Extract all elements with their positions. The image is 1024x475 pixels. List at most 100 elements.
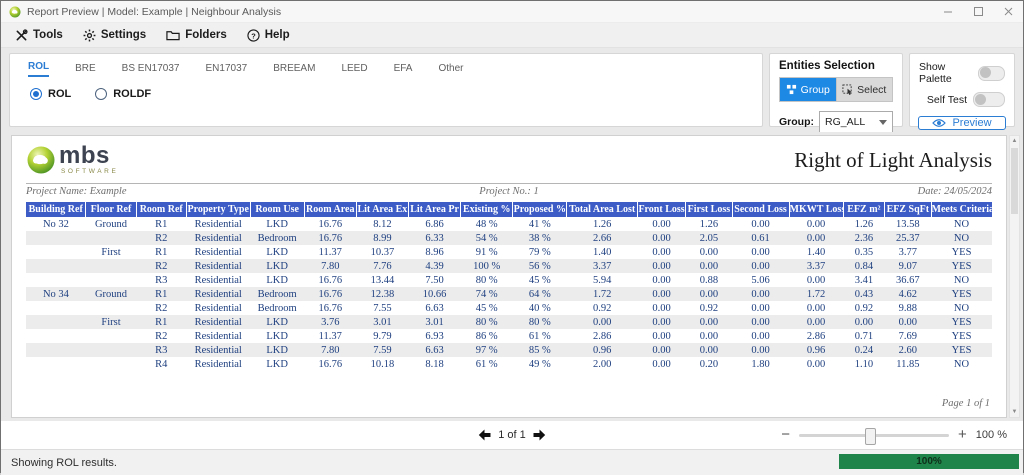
column-header: EFZ m² bbox=[842, 202, 885, 217]
radio-rol-label: ROL bbox=[48, 88, 72, 100]
table-cell: Residential bbox=[194, 302, 242, 314]
table-cell: 0.00 bbox=[637, 343, 686, 357]
table-cell: LKD bbox=[266, 330, 288, 342]
table-cell: 8.99 bbox=[356, 231, 409, 245]
radio-rol[interactable]: ROL bbox=[30, 88, 71, 100]
tab-bs-en17037[interactable]: BS EN17037 bbox=[121, 63, 180, 74]
table-cell: 4.62 bbox=[884, 287, 932, 301]
table-cell: 6.63 bbox=[408, 343, 461, 357]
group-button-label: Group bbox=[800, 83, 830, 96]
tab-breeam[interactable]: BREEAM bbox=[273, 63, 316, 74]
self-test-toggle[interactable] bbox=[973, 92, 1005, 107]
zoom-in-button[interactable]: + bbox=[958, 426, 967, 443]
progress-bar: 100% bbox=[839, 454, 1019, 469]
menu-folders[interactable]: Folders bbox=[166, 29, 227, 41]
table-cell: 2.86 bbox=[806, 330, 826, 342]
radio-roldf[interactable]: ROLDF bbox=[95, 88, 151, 100]
tab-en17037[interactable]: EN17037 bbox=[205, 63, 248, 74]
menu-bar: Tools Settings Folders ? bbox=[1, 23, 1023, 48]
table-cell bbox=[86, 273, 136, 287]
window-title: Report Preview | Model: Example | Neighb… bbox=[27, 5, 282, 18]
previous-page-icon[interactable] bbox=[478, 429, 491, 441]
tab-bre[interactable]: BRE bbox=[75, 63, 96, 74]
table-cell: 7.55 bbox=[373, 302, 392, 314]
tools-icon bbox=[16, 28, 28, 40]
table-cell: 7.69 bbox=[898, 330, 918, 342]
column-header: MKWT Loss bbox=[788, 202, 844, 217]
table-row: R2 Residential LKD 11.37 9.79 6.93 86 % 61 % 2.8… bbox=[26, 329, 992, 343]
table-cell: 13.58 bbox=[896, 218, 920, 230]
table-cell: 0.00 bbox=[652, 358, 671, 370]
zoom-slider[interactable] bbox=[799, 427, 950, 445]
radio-unselected-icon bbox=[95, 88, 108, 100]
scroll-up-icon[interactable]: ▲ bbox=[1011, 138, 1018, 144]
scroll-down-icon[interactable]: ▼ bbox=[1011, 409, 1018, 415]
logo-text: mbs bbox=[59, 142, 110, 169]
table-cell: Residential bbox=[186, 259, 251, 273]
table-cell: 36.67 bbox=[896, 274, 920, 286]
title-bar: Report Preview | Model: Example | Neighb… bbox=[1, 1, 1023, 23]
table-cell: First bbox=[85, 315, 137, 329]
table-cell: NO bbox=[953, 302, 970, 314]
column-header: Floor Ref bbox=[85, 202, 137, 217]
table-cell bbox=[26, 329, 86, 343]
minimize-button[interactable] bbox=[933, 1, 963, 22]
table-cell: YES bbox=[951, 330, 972, 342]
table-cell: LKD bbox=[250, 259, 305, 273]
toggle-knob bbox=[975, 93, 986, 105]
table-cell: 0.96 bbox=[789, 343, 844, 357]
table-header-row: Building Ref Floor Ref Room Ref Property Ty… bbox=[26, 202, 992, 217]
report-header: mbs SOFTWARE Right of Light Analysis bbox=[26, 142, 992, 175]
table-cell bbox=[86, 357, 136, 371]
table-cell: 2.00 bbox=[592, 358, 612, 370]
report-type-card: ROL BRE BS EN17037 EN17037 BREEAM LEED E… bbox=[9, 53, 763, 127]
group-button[interactable]: Group bbox=[780, 78, 836, 101]
table-cell: 1.26 bbox=[699, 218, 719, 230]
table-cell: 48 % bbox=[475, 218, 498, 230]
table-cell bbox=[85, 343, 137, 357]
table-cell: 0.00 bbox=[637, 315, 686, 329]
tab-other[interactable]: Other bbox=[438, 63, 464, 74]
next-page-icon[interactable] bbox=[533, 429, 546, 441]
menu-tools-label: Tools bbox=[33, 29, 63, 41]
table-cell: NO bbox=[953, 218, 970, 230]
table-cell: 61 % bbox=[528, 330, 551, 342]
table-cell: 11.37 bbox=[318, 246, 342, 258]
menu-tools[interactable]: Tools bbox=[15, 28, 63, 42]
table-cell: Ground bbox=[94, 218, 128, 230]
table-cell: 0.00 bbox=[806, 302, 826, 314]
table-cell: 1.72 bbox=[789, 287, 844, 301]
table-cell: NO bbox=[953, 274, 970, 286]
table-row: R4 Residential LKD 16.76 10.18 8.18 61 % 49 % 2.… bbox=[26, 357, 992, 371]
zoom-control: − + 100 % bbox=[781, 426, 1007, 445]
table-cell: YES bbox=[931, 287, 992, 301]
table-cell bbox=[86, 301, 136, 315]
tab-leed[interactable]: LEED bbox=[341, 63, 368, 74]
tab-efa[interactable]: EFA bbox=[393, 63, 413, 74]
table-cell: 6.93 bbox=[425, 330, 444, 342]
table-cell: 0.00 bbox=[637, 287, 686, 301]
select-button[interactable]: Select bbox=[835, 78, 892, 101]
report-scrollbar[interactable]: ▲ ▼ bbox=[1009, 135, 1020, 418]
scrollbar-thumb[interactable] bbox=[1011, 148, 1018, 214]
column-header: Lit Area Pr bbox=[407, 202, 461, 217]
table-cell: Ground bbox=[85, 287, 137, 301]
show-palette-toggle[interactable] bbox=[977, 65, 1005, 81]
tab-rol[interactable]: ROL bbox=[28, 61, 50, 77]
table-cell bbox=[26, 245, 86, 259]
preview-button[interactable]: Preview bbox=[918, 116, 1006, 130]
table-cell: 0.00 bbox=[806, 218, 826, 230]
menu-settings[interactable]: Settings bbox=[83, 29, 146, 42]
group-dropdown[interactable]: RG_ALL bbox=[819, 111, 893, 133]
entities-selection-title: Entities Selection bbox=[779, 60, 875, 72]
maximize-button[interactable] bbox=[963, 1, 993, 22]
table-cell: Bedroom bbox=[250, 287, 305, 301]
close-button[interactable] bbox=[993, 1, 1023, 22]
zoom-out-button[interactable]: − bbox=[781, 426, 791, 443]
chevron-down-icon bbox=[879, 119, 887, 125]
table-cell: R2 bbox=[155, 302, 168, 314]
table-cell: No 32 bbox=[42, 218, 69, 230]
menu-help[interactable]: ? Help bbox=[247, 28, 290, 42]
table-cell: 8.12 bbox=[373, 218, 392, 230]
zoom-slider-handle[interactable] bbox=[865, 427, 877, 445]
